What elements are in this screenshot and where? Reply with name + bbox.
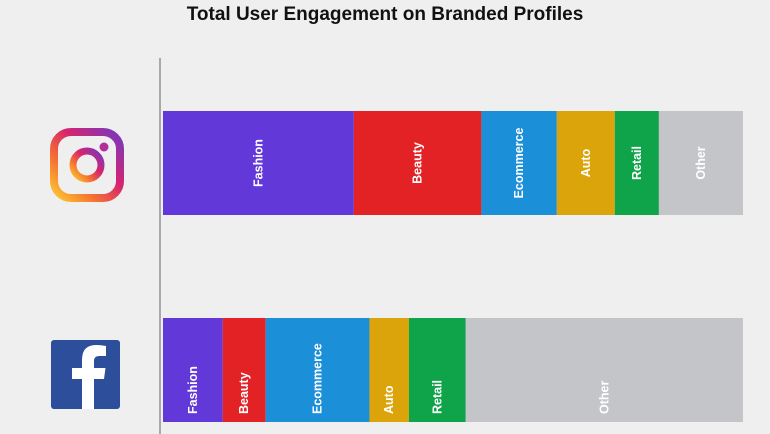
segment-label-facebook-beauty: Beauty bbox=[237, 372, 251, 414]
bar-segment-instagram-auto bbox=[556, 111, 615, 215]
bar-segment-facebook-beauty bbox=[222, 318, 266, 422]
bar-segment-instagram-other bbox=[658, 111, 743, 215]
bar-segment-facebook-retail bbox=[408, 318, 466, 422]
bar-segment-facebook-auto bbox=[369, 318, 409, 422]
bar-segment-instagram-beauty bbox=[353, 111, 482, 215]
segment-label-facebook-auto: Auto bbox=[382, 385, 396, 414]
bar-segment-instagram-ecommerce bbox=[481, 111, 557, 215]
bar-segment-instagram-fashion bbox=[163, 111, 354, 215]
bar-segment-facebook-ecommerce bbox=[265, 318, 370, 422]
segment-label-instagram-ecommerce: Ecommerce bbox=[512, 128, 526, 199]
segment-label-facebook-retail: Retail bbox=[430, 380, 444, 414]
segment-label-instagram-beauty: Beauty bbox=[411, 142, 425, 184]
instagram-logo-icon bbox=[50, 128, 124, 202]
segment-label-instagram-other: Other bbox=[694, 146, 708, 179]
chart-title: Total User Engagement on Branded Profile… bbox=[186, 4, 584, 25]
segment-label-facebook-fashion: Fashion bbox=[186, 366, 200, 414]
segment-label-facebook-other: Other bbox=[597, 381, 611, 414]
bar-segment-facebook-fashion bbox=[163, 318, 223, 422]
segment-label-facebook-ecommerce: Ecommerce bbox=[311, 343, 325, 414]
segment-label-instagram-retail: Retail bbox=[630, 146, 644, 180]
facebook-logo-icon bbox=[51, 340, 120, 409]
segment-label-instagram-fashion: Fashion bbox=[251, 139, 265, 187]
bar-segment-instagram-retail bbox=[614, 111, 659, 215]
bar-segment-facebook-other bbox=[465, 318, 743, 422]
segment-label-instagram-auto: Auto bbox=[579, 148, 593, 177]
